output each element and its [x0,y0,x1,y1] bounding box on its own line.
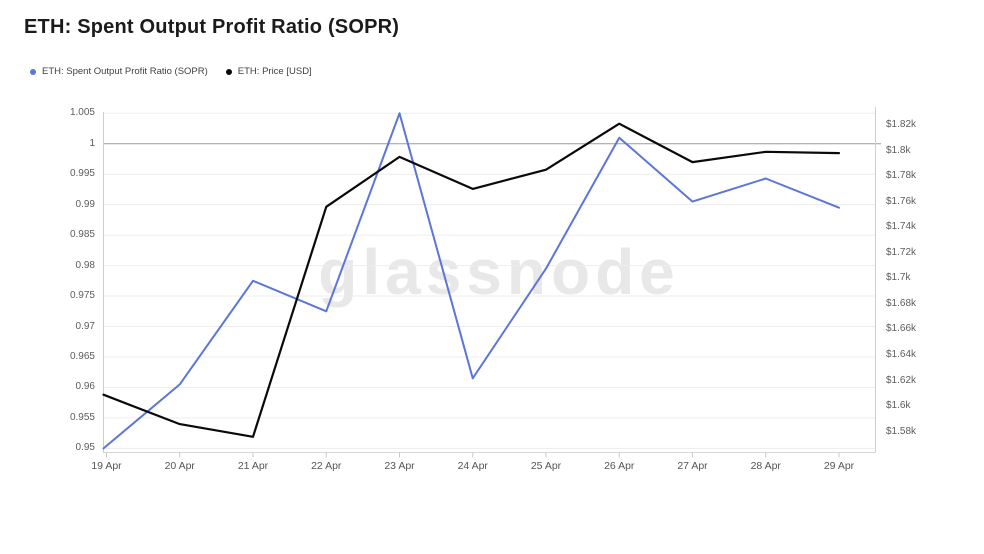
left-axis-label: 0.98 [75,259,95,271]
x-axis-label: 29 Apr [823,460,855,472]
left-axis-label: 0.995 [69,168,95,180]
x-axis-label: 19 Apr [91,460,122,472]
x-axis-label: 25 Apr [530,460,562,472]
price-legend-dot-icon [225,68,232,75]
sopr-legend-dot-icon [30,68,36,75]
left-axis-label: 0.95 [75,442,95,454]
right-axis-label: $1.72k [886,246,917,258]
left-axis-label: 1.005 [69,107,95,119]
chart-legend: ETH: Spent Output Profit Ratio (SOPR) ET… [30,66,312,77]
left-axis-label: 0.965 [69,350,95,362]
right-axis-label: $1.64k [886,349,917,361]
price-line[interactable] [102,122,841,438]
x-axis-label: 21 Apr [237,460,269,472]
page-title: ETH: Spent Output Profit Ratio (SOPR) [24,16,400,38]
left-axis-label: 0.97 [75,320,95,332]
x-axis-label: 23 Apr [384,460,415,472]
legend-label-sopr: ETH: Spent Output Profit Ratio (SOPR) [42,66,208,77]
right-axis-label: $1.58k [886,425,917,437]
legend-item-price[interactable]: ETH: Price [USD] [225,66,312,77]
right-axis-label: $1.66k [886,323,917,335]
right-axis-label: $1.78k [886,170,917,182]
x-axis-label: 26 Apr [604,460,635,472]
right-axis-label: $1.76k [886,195,917,207]
right-axis-label: $1.62k [886,374,917,386]
right-axis-label: $1.8k [886,144,911,156]
sopr-line[interactable] [102,112,840,450]
left-axis-label: 0.99 [75,198,95,210]
legend-item-sopr[interactable]: ETH: Spent Output Profit Ratio (SOPR) [30,66,208,77]
right-axis-label: $1.68k [886,297,917,309]
left-axis-label: 0.975 [69,290,95,302]
x-axis-ticks [106,452,840,458]
x-axis-label: 20 Apr [164,460,195,472]
x-axis-label: 27 Apr [677,460,708,472]
x-axis-label: 24 Apr [457,460,488,472]
left-axis-label: 0.955 [69,411,95,423]
x-axis-label: 28 Apr [750,460,781,472]
left-axis-label: 0.96 [75,381,95,393]
data-series [102,112,841,450]
left-axis-label: 0.985 [69,229,95,241]
left-axis-label: 1 [89,137,95,149]
legend-label-price: ETH: Price [USD] [237,66,312,77]
right-axis-label: $1.7k [886,272,911,284]
right-axis-label: $1.6k [886,400,911,412]
right-axis-label: $1.82k [886,119,917,130]
gridlines [103,112,881,449]
x-axis-label: 22 Apr [311,460,342,472]
right-axis-label: $1.74k [886,221,917,233]
